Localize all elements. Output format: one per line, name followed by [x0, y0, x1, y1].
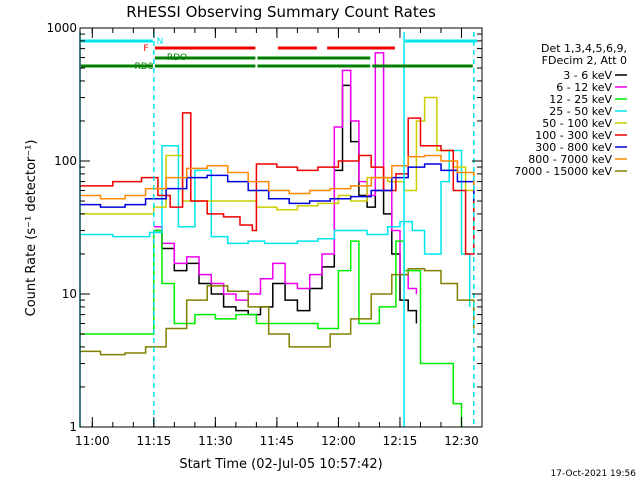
flag-label-f: F	[143, 44, 148, 54]
series-line-0	[153, 84, 418, 324]
x-tick-label-0: 11:00	[75, 434, 110, 448]
legend-entry-3: 25 - 50 keV	[549, 105, 612, 118]
x-tick-label-5: 12:15	[383, 434, 418, 448]
flag-layer: NF RDO RD8	[81, 37, 477, 72]
y-tick-label-3: 1000	[46, 21, 77, 35]
series-line-6	[80, 163, 475, 208]
y-axis-label: Count Rate (s⁻¹ detector⁻¹)	[24, 140, 39, 317]
legend-entry-7: 800 - 7000 keV	[528, 153, 612, 166]
legend-header-line-0: Det 1,3,4,5,6,9,	[541, 42, 627, 55]
series-line-1	[153, 52, 418, 301]
legend-entry-5: 100 - 300 keV	[535, 129, 612, 142]
x-axis-label: Start Time (02-Jul-05 10:57:42)	[179, 457, 382, 472]
x-tick-label-1: 11:15	[137, 434, 172, 448]
series-line-4	[80, 96, 475, 215]
legend-entry-2: 12 - 25 keV	[549, 93, 612, 106]
x-tick-label-4: 12:00	[321, 434, 356, 448]
series-line-5	[80, 112, 475, 255]
series-line-2	[80, 229, 463, 427]
legend-header-line-1: FDecim 2, Att 0	[542, 54, 627, 67]
legend-entry-0: 3 - 6 keV	[563, 69, 612, 82]
x-tick-label-2: 11:30	[198, 434, 233, 448]
axis-layer: 1 10 100 1000 11:00 11:15 11:30 11:45 12:00 12:15…	[46, 21, 483, 448]
series-line-7	[80, 154, 475, 200]
flag-label-rdo: RDO	[167, 53, 187, 63]
chart-title: RHESSI Observing Summary Count Rates	[126, 3, 436, 21]
y-tick-label-1: 10	[62, 287, 77, 301]
legend-entry-4: 50 - 100 keV	[542, 117, 612, 130]
legend: Det 1,3,4,5,6,9,FDecim 2, Att 0 3 - 6 keV…	[514, 42, 627, 178]
x-tick-label-6: 12:30	[444, 434, 479, 448]
series-layer	[80, 52, 475, 427]
y-tick-label-0: 1	[69, 420, 77, 434]
y-tick-label-2: 100	[54, 154, 77, 168]
legend-entry-6: 300 - 800 keV	[535, 141, 612, 154]
legend-entry-8: 7000 - 15000 keV	[514, 165, 612, 178]
legend-entry-1: 6 - 12 keV	[556, 81, 612, 94]
series-line-3	[80, 145, 471, 307]
timestamp: 17-Oct-2021 19:56	[551, 469, 637, 479]
flag-label-n: N	[157, 37, 164, 47]
series-line-8	[80, 267, 475, 356]
marker-layer	[79, 32, 475, 427]
plot-frame	[79, 27, 483, 428]
flag-label-rd8: RD8	[135, 62, 154, 72]
x-tick-label-3: 11:45	[260, 434, 295, 448]
